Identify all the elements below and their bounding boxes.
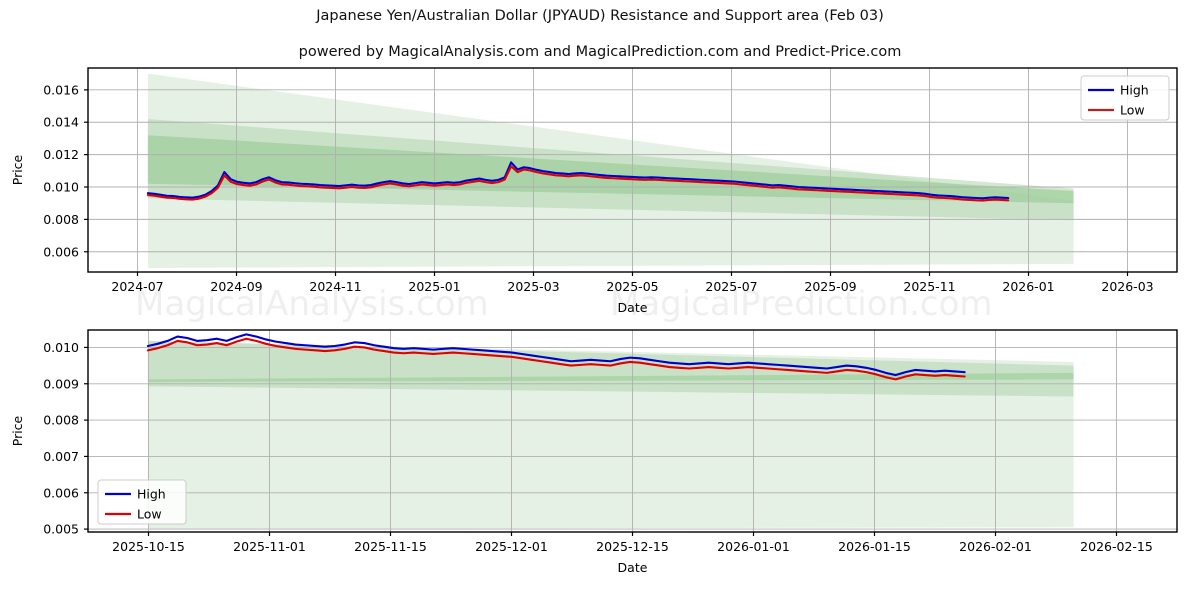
xtick-label: 2026-03 bbox=[1101, 279, 1153, 294]
xtick-label: 2025-03 bbox=[507, 279, 559, 294]
legend-label-high: High bbox=[1120, 83, 1149, 98]
chart-panel-bottom: 0.005 0.006 0.007 0.008 0.009 0.010 2025-10-15… bbox=[10, 329, 1178, 575]
legend-label-low: Low bbox=[1120, 103, 1145, 118]
xtick-label: 2025-11-01 bbox=[233, 539, 306, 554]
series-line-high-bottom bbox=[146, 333, 966, 377]
series-line-low-top bbox=[146, 165, 1010, 202]
xtick-label: 2024-11 bbox=[309, 279, 361, 294]
xaxis-title-bottom: Date bbox=[618, 560, 648, 575]
ytick-label: 0.012 bbox=[43, 147, 79, 162]
band-inner-bottom bbox=[147, 372, 1074, 382]
legend-label-high: High bbox=[137, 487, 166, 502]
chart-panel-top: 0.006 0.008 0.010 0.012 0.014 0.016 2024-07 202… bbox=[10, 67, 1178, 315]
band-mid-bottom bbox=[147, 340, 1074, 397]
ytick-label: 0.010 bbox=[43, 180, 79, 195]
xtick-label: 2025-12-15 bbox=[596, 539, 669, 554]
series-group-bottom bbox=[146, 333, 966, 381]
watermark: MagicalAnalysis.com bbox=[135, 284, 489, 324]
series-line-high-top bbox=[146, 161, 1010, 200]
ytick-label: 0.006 bbox=[43, 244, 79, 259]
xtick-label: 2025-01 bbox=[408, 279, 460, 294]
xtick-label: 2025-11 bbox=[903, 279, 955, 294]
yaxis-title-top: Price bbox=[10, 154, 25, 185]
xtick-label: 2026-01-01 bbox=[717, 539, 790, 554]
watermark: MagicalPrediction.com bbox=[610, 284, 993, 324]
xtick-label: 2026-02-15 bbox=[1080, 539, 1153, 554]
page-subtitle: powered by MagicalAnalysis.com and Magic… bbox=[298, 44, 902, 60]
xtick-label: 2026-01 bbox=[1002, 279, 1054, 294]
series-group-top bbox=[146, 161, 1010, 202]
ytick-label: 0.010 bbox=[43, 340, 79, 355]
ytick-label: 0.014 bbox=[43, 115, 79, 130]
legend-bottom[interactable]: High Low bbox=[97, 479, 187, 525]
yaxis-title-bottom: Price bbox=[10, 415, 25, 446]
legend-top[interactable]: High Low bbox=[1080, 75, 1170, 121]
xtick-label: 2024-07 bbox=[111, 279, 163, 294]
ytick-label: 0.006 bbox=[43, 485, 79, 500]
gridlines-bottom bbox=[88, 330, 1177, 532]
ytick-label: 0.007 bbox=[43, 449, 79, 464]
series-line-low-bottom bbox=[146, 337, 966, 381]
ytick-label: 0.016 bbox=[43, 82, 79, 97]
band-group-bottom bbox=[147, 340, 1074, 530]
xtick-label: 2025-05 bbox=[606, 279, 658, 294]
legend-label-low: Low bbox=[137, 507, 162, 522]
ytick-label: 0.009 bbox=[43, 376, 79, 391]
page-title: Japanese Yen/Australian Dollar (JPYAUD) … bbox=[316, 8, 884, 24]
xtick-label: 2025-09 bbox=[804, 279, 856, 294]
xtick-label: 2025-10-15 bbox=[112, 539, 185, 554]
xaxis-title-top: Date bbox=[618, 300, 648, 315]
ytick-label: 0.005 bbox=[43, 522, 79, 537]
xtick-label: 2024-09 bbox=[210, 279, 262, 294]
xtick-label: 2025-12-01 bbox=[475, 539, 548, 554]
xtick-label: 2026-02-01 bbox=[959, 539, 1032, 554]
xtick-label: 2026-01-15 bbox=[838, 539, 911, 554]
ytick-label: 0.008 bbox=[43, 413, 79, 428]
xtick-label: 2025-07 bbox=[705, 279, 757, 294]
ytick-label: 0.008 bbox=[43, 212, 79, 227]
xtick-label: 2025-11-15 bbox=[354, 539, 427, 554]
